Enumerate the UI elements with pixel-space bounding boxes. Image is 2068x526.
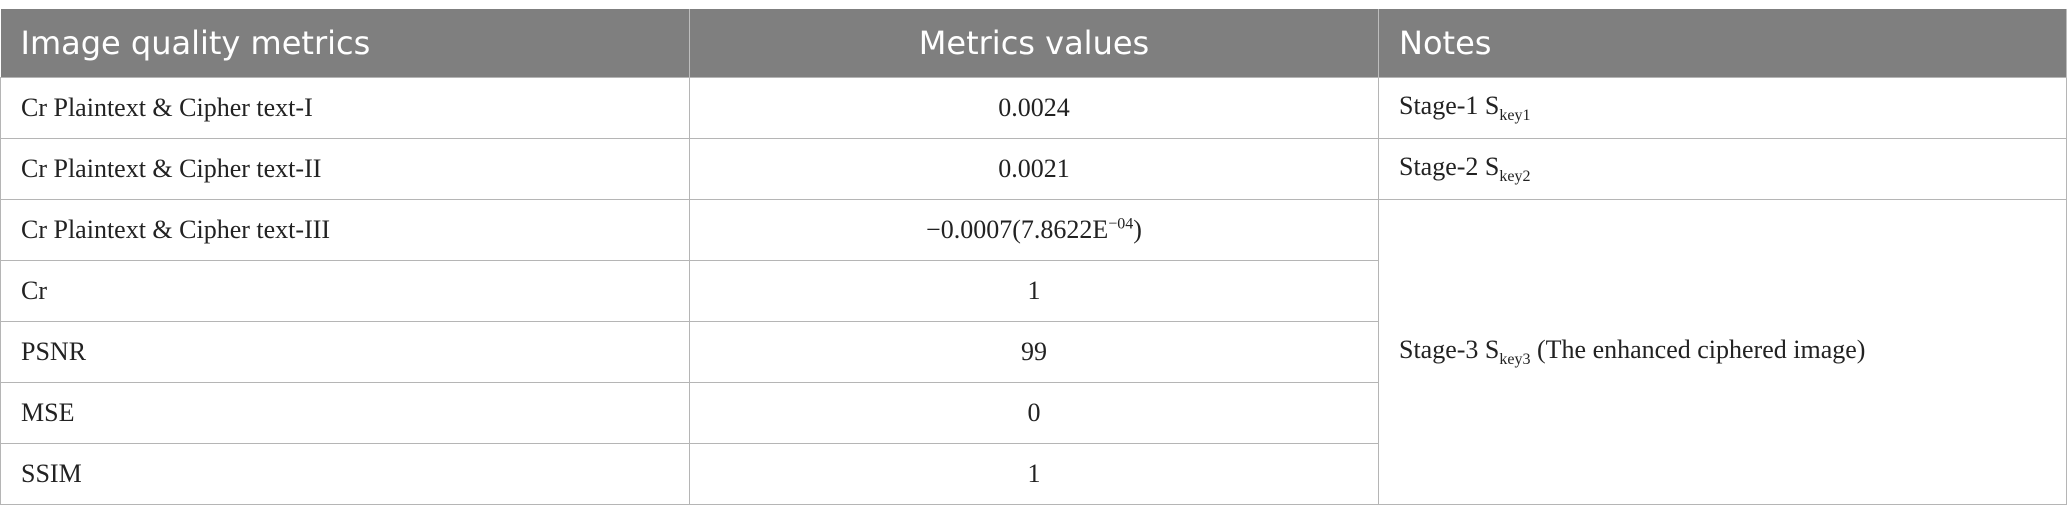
text-before: −0.0007(7.8622E [926, 215, 1109, 244]
metric-cell: SSIM [0, 443, 690, 505]
metric-cell: MSE [0, 382, 690, 444]
text-after: (The enhanced ciphered image) [1530, 334, 1866, 364]
note-cell: Stage-1 Skey1 [1378, 77, 2067, 139]
text-sub: key2 [1499, 168, 1531, 186]
metric-cell: Cr Plaintext & Cipher text-III [0, 199, 690, 261]
value-cell: 0.0024 [689, 77, 1379, 139]
metric-cell: Cr Plaintext & Cipher text-II [0, 138, 690, 200]
note-cell: Stage-2 Skey2 [1378, 138, 2067, 200]
value-cell: 0.0021 [689, 138, 1379, 200]
value-cell: 1 [689, 260, 1379, 322]
text-sup: −04 [1108, 215, 1134, 233]
text-text: Stage-2 S [1399, 151, 1500, 181]
note-cell: Stage-3 Skey3 (The enhanced ciphered ima… [1378, 199, 2067, 505]
header-cell: Metrics values [689, 9, 1379, 78]
metrics-table: Image quality metrics Metrics values Not… [0, 9, 2067, 505]
table-row: SSIM 1 [0, 443, 2067, 505]
table-row: Cr Plaintext & Cipher text-II 0.0021 Stage… [0, 138, 2067, 200]
table-row: Cr Plaintext & Cipher text-I 0.0024 Stage-… [0, 77, 2067, 139]
text-text: Stage-3 S [1399, 334, 1500, 364]
table-body: Cr Plaintext & Cipher text-I 0.0024 Stage-… [0, 77, 2067, 505]
table-row: PSNR 99 [0, 321, 2067, 383]
value-cell: 99 [689, 321, 1379, 383]
value-cell: 0 [689, 382, 1379, 444]
metric-cell: Cr Plaintext & Cipher text-I [0, 77, 690, 139]
value-cell: −0.0007(7.8622E−04) [689, 199, 1379, 261]
text-sub: key1 [1499, 107, 1531, 125]
header-cell: Image quality metrics [0, 9, 690, 78]
header-row: Image quality metrics Metrics values Not… [0, 9, 2067, 78]
text-text: Stage-1 S [1399, 90, 1500, 120]
metric-cell: Cr [0, 260, 690, 322]
table-row: Cr Plaintext & Cipher text-III −0.0007(7.… [0, 199, 2067, 505]
text-after: ) [1133, 215, 1142, 244]
table-row: Cr 1 [0, 260, 2067, 322]
metric-cell: PSNR [0, 321, 690, 383]
text-sub: key3 [1499, 351, 1531, 369]
value-cell: 1 [689, 443, 1379, 505]
header-cell: Notes [1378, 9, 2067, 78]
